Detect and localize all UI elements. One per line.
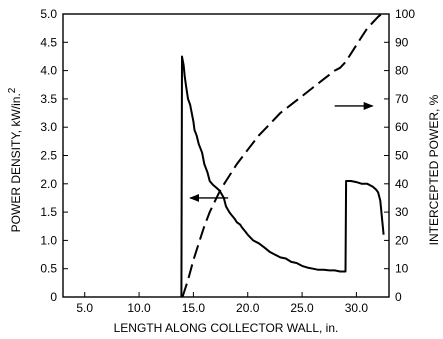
right-tick-label: 30 [395, 205, 409, 219]
right-tick-label: 80 [395, 64, 409, 78]
x-tick-label: 20.0 [236, 301, 260, 315]
intercepted-power-line [181, 13, 383, 298]
right-tick-label: 0 [395, 290, 402, 304]
left-axis-ticks: 0 0.5 1.0 1.5 2.0 2.5 3.0 3.5 4.0 4.5 5.0 [40, 7, 68, 304]
x-tick-label: 30.0 [345, 301, 369, 315]
x-tick-label: 10.0 [127, 301, 151, 315]
left-tick-label: 2.5 [40, 149, 57, 163]
x-tick-label: 15.0 [182, 301, 206, 315]
left-tick-label: 1.0 [40, 233, 57, 247]
annotation-arrows [189, 101, 374, 202]
right-tick-label: 50 [395, 149, 409, 163]
left-tick-label: 1.5 [40, 205, 57, 219]
right-tick-label: 70 [395, 92, 409, 106]
x-axis-ticks: 5.0 10.0 15.0 20.0 25.0 30.0 [76, 292, 368, 315]
x-tick-label: 5.0 [76, 301, 93, 315]
right-tick-label: 90 [395, 35, 409, 49]
left-tick-label: 0.5 [40, 262, 57, 276]
power-density-line [180, 55, 385, 298]
left-axis-title: POWER DENSITY, kW/in.2 [7, 87, 23, 232]
right-axis-title: INTERCEPTED POWER, % [427, 94, 441, 245]
plot-frame [62, 13, 390, 298]
left-tick-label: 4.5 [40, 35, 57, 49]
left-tick-label: 3.5 [40, 92, 57, 106]
right-axis-ticks: 0 10 20 30 40 50 60 70 80 90 100 [384, 7, 415, 304]
right-tick-label: 40 [395, 177, 409, 191]
left-tick-label: 4.0 [40, 64, 57, 78]
left-tick-label: 3.0 [40, 120, 57, 134]
series-group [180, 13, 385, 298]
left-tick-label: 0 [50, 290, 57, 304]
x-tick-label: 25.0 [290, 301, 314, 315]
right-tick-label: 10 [395, 262, 409, 276]
x-axis-title: LENGTH ALONG COLLECTOR WALL, in. [114, 321, 339, 335]
left-tick-label: 2.0 [40, 177, 57, 191]
right-tick-label: 20 [395, 233, 409, 247]
left-tick-label: 5.0 [40, 7, 57, 21]
right-tick-label: 100 [395, 7, 415, 21]
right-tick-label: 60 [395, 120, 409, 134]
